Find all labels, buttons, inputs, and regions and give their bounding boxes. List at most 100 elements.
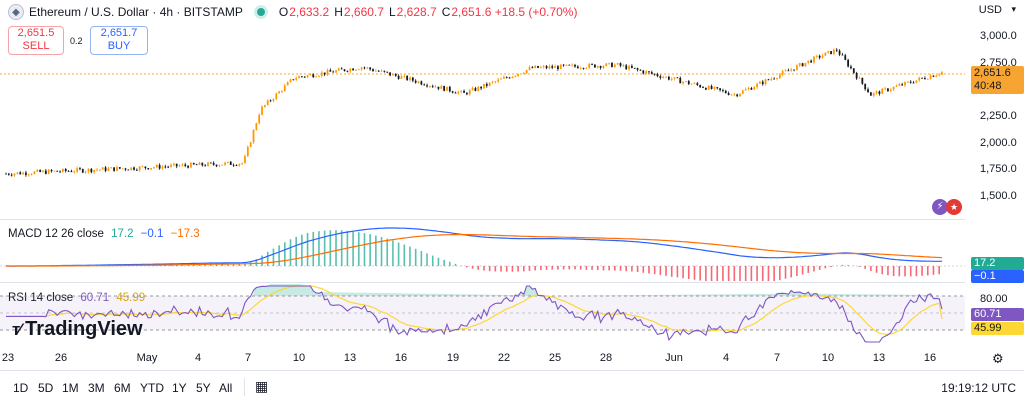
candle-body (44, 170, 47, 174)
candle-body (101, 167, 104, 170)
timeframe-ytd[interactable]: YTD (140, 381, 164, 395)
candle-body (520, 73, 522, 75)
sell-button[interactable]: 2,651.5 SELL (8, 26, 64, 55)
last-price: 2,651.6 (974, 67, 1011, 79)
timeframe-1y[interactable]: 1Y (172, 381, 187, 395)
candle-body (263, 104, 266, 107)
candle-body (850, 66, 852, 69)
candle-body (841, 54, 844, 56)
price-chart[interactable] (0, 22, 965, 218)
pane-separator[interactable] (0, 219, 965, 220)
candle-body (178, 165, 181, 167)
macd-line-value: −0.1 (140, 228, 164, 240)
macd-hist-bar (693, 266, 696, 280)
candle-body (730, 94, 733, 96)
currency-selector[interactable]: USD (978, 4, 1002, 16)
candle-body (909, 81, 912, 83)
candle-body (36, 169, 39, 172)
candle-body (650, 72, 653, 74)
candle-body (79, 168, 81, 170)
candle-body (687, 81, 690, 85)
pane-separator[interactable] (0, 282, 965, 283)
candle-body (722, 90, 724, 91)
candle-body (227, 161, 229, 163)
candle-body (201, 162, 204, 166)
macd-hist-bar (466, 266, 468, 268)
candle-body (87, 168, 90, 172)
price-axis-label: 3,000.0 (980, 30, 1017, 42)
candle-body (713, 87, 716, 89)
macd-hist-bar (921, 266, 923, 276)
macd-hist-bar (261, 255, 263, 266)
date-range-calendar-icon[interactable]: ▦ (255, 378, 269, 394)
lightning-icon[interactable]: ⚡ (932, 199, 948, 215)
candle-body (377, 70, 380, 72)
macd-hist-bar (625, 266, 628, 272)
candle-body (602, 66, 605, 68)
macd-chart[interactable] (0, 221, 965, 281)
candle-body (485, 83, 488, 86)
candle-body (295, 78, 298, 80)
candle-body (702, 87, 704, 89)
macd-hist-bar (767, 266, 770, 281)
timeframe-1m[interactable]: 1M (62, 381, 79, 395)
macd-hist-bar (699, 266, 701, 281)
macd-hist-tag: 17.2 (971, 257, 1024, 270)
buy-button[interactable]: 2,651.7 BUY (90, 26, 148, 55)
us-flag-icon[interactable]: ★ (946, 199, 962, 215)
macd-hist-bar (773, 266, 775, 281)
macd-hist-bar (528, 266, 531, 271)
macd-hist-bar (591, 266, 593, 270)
macd-hist-bar (409, 246, 411, 266)
macd-hist-bar (784, 266, 787, 279)
macd-hist-bar (335, 230, 337, 266)
time-tick: 10 (292, 352, 306, 364)
candle-body (170, 164, 172, 167)
settings-gear-icon[interactable]: ⚙ (992, 351, 1004, 366)
candle-body (446, 86, 448, 91)
candle-body (429, 85, 431, 87)
candle-body (869, 92, 872, 96)
timeframe-all[interactable]: All (219, 381, 233, 395)
macd-hist-bar (562, 266, 565, 270)
candle-body (483, 83, 485, 89)
timeframe-5d[interactable]: 5D (38, 381, 54, 395)
timeframe-1d[interactable]: 1D (13, 381, 29, 395)
timeframe-3m[interactable]: 3M (88, 381, 105, 395)
candle-body (707, 85, 710, 90)
time-tick: 10 (821, 352, 835, 364)
macd-hist-bar (716, 266, 719, 281)
macd-label[interactable]: MACD 12 26 close (8, 228, 104, 240)
candle-body (753, 87, 756, 90)
timeframe-6m[interactable]: 6M (114, 381, 131, 395)
symbol-title[interactable]: Ethereum / U.S. Dollar · 4h · BITSTAMP (29, 5, 243, 19)
utc-clock[interactable]: 19:19:12 UTC (941, 381, 1016, 395)
candle-body (551, 66, 554, 68)
candle-body (591, 63, 593, 65)
candle-body (124, 168, 127, 170)
chevron-down-icon[interactable]: ▾ (1011, 4, 1016, 14)
rsi-level-label: 80.00 (980, 293, 1008, 305)
candle-body (110, 167, 113, 169)
candle-body (138, 166, 141, 171)
candle-body (696, 83, 699, 86)
candle-body (249, 142, 252, 147)
candle-body (548, 66, 551, 69)
macd-hist-bar (363, 233, 366, 266)
rsi-chart[interactable] (0, 284, 965, 344)
macd-hist-bar (375, 235, 377, 266)
candle-body (25, 172, 27, 175)
timeframe-5y[interactable]: 5Y (196, 381, 211, 395)
macd-hist-bar (761, 266, 764, 281)
candle-body (821, 55, 824, 58)
candle-body (454, 92, 457, 94)
rsi-label[interactable]: RSI 14 close (8, 292, 74, 304)
candle-body (611, 62, 613, 68)
macd-hist-bar (807, 266, 810, 273)
ohlc-close-key: C (441, 5, 451, 19)
tradingview-logo[interactable]: ᴛ⁄ TradingView (12, 318, 143, 341)
candle-body (300, 76, 303, 78)
last-price-tag: 2,651.6 40:48 (971, 66, 1024, 94)
candle-body (335, 70, 337, 73)
macd-hist-bar (904, 266, 906, 277)
